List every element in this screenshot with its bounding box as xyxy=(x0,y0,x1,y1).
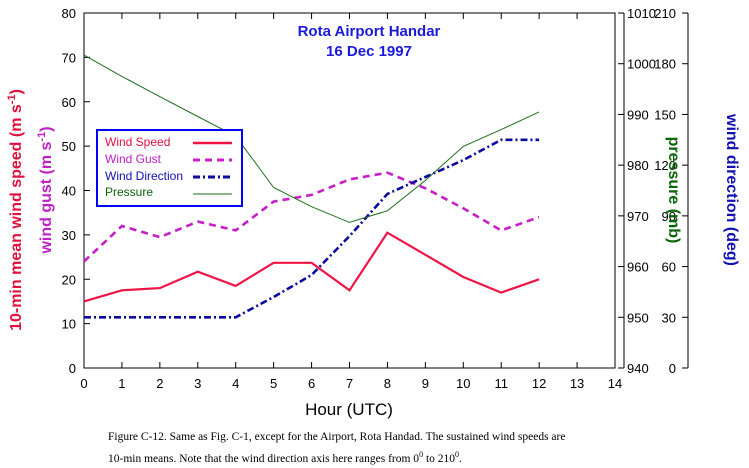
chart-title: Rota Airport Handar xyxy=(298,23,441,40)
y-tick-label-left: 70 xyxy=(62,50,76,65)
tick-labels: 0 1 2 3 4 5 6 7 8 9 10 11 12 13 1401020304050607080940… xyxy=(62,6,676,391)
y-axis-label-wind-speed: 10-min mean wind speed (m s-1) xyxy=(6,89,25,331)
caption-line-2: 10-min means. Note that the wind directi… xyxy=(108,450,462,465)
x-tick-label: 3 xyxy=(194,376,201,391)
y-tick-label-pressure: 970 xyxy=(627,209,649,224)
series-pressure xyxy=(83,54,540,223)
x-tick-label: 14 xyxy=(608,376,622,391)
x-tick-label: 10 xyxy=(456,376,470,391)
x-axis-label: Hour (UTC) xyxy=(305,400,393,419)
legend-label-pressure: Pressure xyxy=(105,185,153,199)
figure-caption: Figure C-12. Same as Fig. C-1, except fo… xyxy=(108,429,668,468)
x-tick-label: 6 xyxy=(308,376,315,391)
x-tick-label: 1 xyxy=(118,376,125,391)
y-tick-label-direction: 60 xyxy=(662,260,676,275)
y-tick-label-pressure: 960 xyxy=(627,260,649,275)
legend-label-wind-gust: Wind Gust xyxy=(105,152,162,166)
y-axis-label-wind-gust: wind gust (m s-1) xyxy=(36,126,55,254)
y-tick-label-pressure: 950 xyxy=(627,310,649,325)
y-tick-label-direction: 90 xyxy=(662,209,676,224)
x-tick-label: 0 xyxy=(80,376,87,391)
y-tick-label-left: 0 xyxy=(69,361,76,376)
y-tick-label-pressure: 990 xyxy=(627,107,649,122)
legend-label-wind-speed: Wind Speed xyxy=(105,135,170,149)
chart: 0 1 2 3 4 5 6 7 8 9 10 11 12 13 1401020304050607080940… xyxy=(6,6,740,419)
y-tick-label-left: 40 xyxy=(62,184,76,199)
y-axis-label-direction: wind direction (deg) xyxy=(723,113,740,266)
y-tick-label-direction: 30 xyxy=(662,310,676,325)
y-tick-label-direction: 120 xyxy=(654,158,676,173)
y-tick-label-left: 80 xyxy=(62,6,76,21)
y-tick-label-left: 10 xyxy=(62,317,76,332)
y-tick-label-pressure: 980 xyxy=(627,158,649,173)
y-tick-label-direction: 0 xyxy=(669,361,676,376)
x-tick-label: 9 xyxy=(422,376,429,391)
y-tick-label-direction: 210 xyxy=(654,6,676,21)
series-wind-direction xyxy=(84,138,540,319)
x-tick-label: 4 xyxy=(232,376,239,391)
y-tick-label-pressure: 940 xyxy=(627,361,649,376)
y-tick-label-left: 30 xyxy=(62,228,76,243)
y-tick-label-pressure: 1010 xyxy=(627,6,656,21)
x-tick-label: 8 xyxy=(384,376,391,391)
y-tick-label-left: 60 xyxy=(62,95,76,110)
y-tick-label-left: 20 xyxy=(62,272,76,287)
y-tick-label-left: 50 xyxy=(62,139,76,154)
x-tick-label: 7 xyxy=(346,376,353,391)
caption-line-1: Figure C-12. Same as Fig. C-1, except fo… xyxy=(108,431,566,443)
legend: Wind Speed Wind Gust Wind Direction Pres… xyxy=(96,129,243,207)
x-tick-label: 11 xyxy=(494,376,508,391)
x-tick-label: 13 xyxy=(570,376,584,391)
y-tick-label-direction: 180 xyxy=(654,57,676,72)
x-tick-label: 12 xyxy=(532,376,546,391)
y-tick-label-pressure: 1000 xyxy=(627,57,656,72)
x-tick-label: 2 xyxy=(156,376,163,391)
y-axis-label-pressure: pressure (mb) xyxy=(665,137,682,244)
legend-label-wind-direction: Wind Direction xyxy=(105,169,183,183)
x-tick-label: 5 xyxy=(270,376,277,391)
y-tick-label-direction: 150 xyxy=(654,107,676,122)
chart-subtitle: 16 Dec 1997 xyxy=(326,43,412,60)
series-lines xyxy=(83,54,540,319)
series-wind-speed xyxy=(83,231,540,303)
series-wind-gust xyxy=(83,171,540,263)
axis-ticks xyxy=(83,12,688,369)
